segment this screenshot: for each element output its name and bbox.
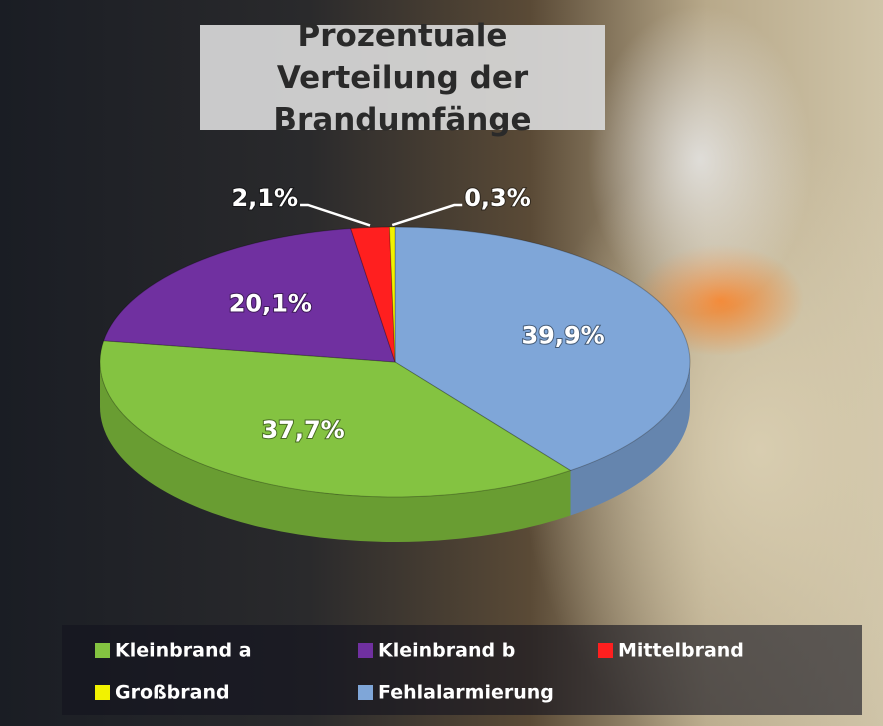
- legend: Kleinbrand a Kleinbrand b Mittelbrand Großb…: [95, 640, 744, 704]
- legend-swatch: [95, 643, 110, 658]
- legend-label: Fehlalarmierung: [378, 682, 554, 704]
- chart-title: Prozentuale Verteilung der Brandumfänge: [200, 18, 605, 138]
- legend-label: Mittelbrand: [618, 640, 744, 662]
- slice-side: [570, 362, 690, 516]
- legend-swatch: [95, 685, 110, 700]
- slice: [99, 340, 572, 498]
- slice: [394, 226, 691, 472]
- data-label: 37,7%: [261, 416, 344, 444]
- slice: [350, 226, 396, 363]
- legend-label: Kleinbrand b: [378, 640, 515, 662]
- slice-side: [100, 362, 571, 542]
- data-label: 39,9%: [521, 322, 604, 350]
- legend-swatch: [598, 643, 613, 658]
- pie-labels: 39,9% 37,7% 20,1% 2,1% 0,3%: [228, 183, 606, 445]
- data-label: 2,1%: [231, 184, 298, 212]
- leader-line: [391, 203, 463, 227]
- data-label: 20,1%: [229, 290, 312, 318]
- legend-box: [62, 625, 862, 715]
- legend-label: Großbrand: [115, 682, 230, 704]
- legend-swatch: [358, 685, 373, 700]
- pie-tops: [99, 226, 691, 498]
- leader-line: [300, 203, 371, 227]
- data-label: 0,3%: [464, 184, 531, 212]
- legend-swatch: [358, 643, 373, 658]
- slice: [388, 226, 396, 363]
- slice: [103, 228, 396, 363]
- pie-sides: [100, 362, 690, 542]
- legend-label: Kleinbrand a: [115, 640, 252, 662]
